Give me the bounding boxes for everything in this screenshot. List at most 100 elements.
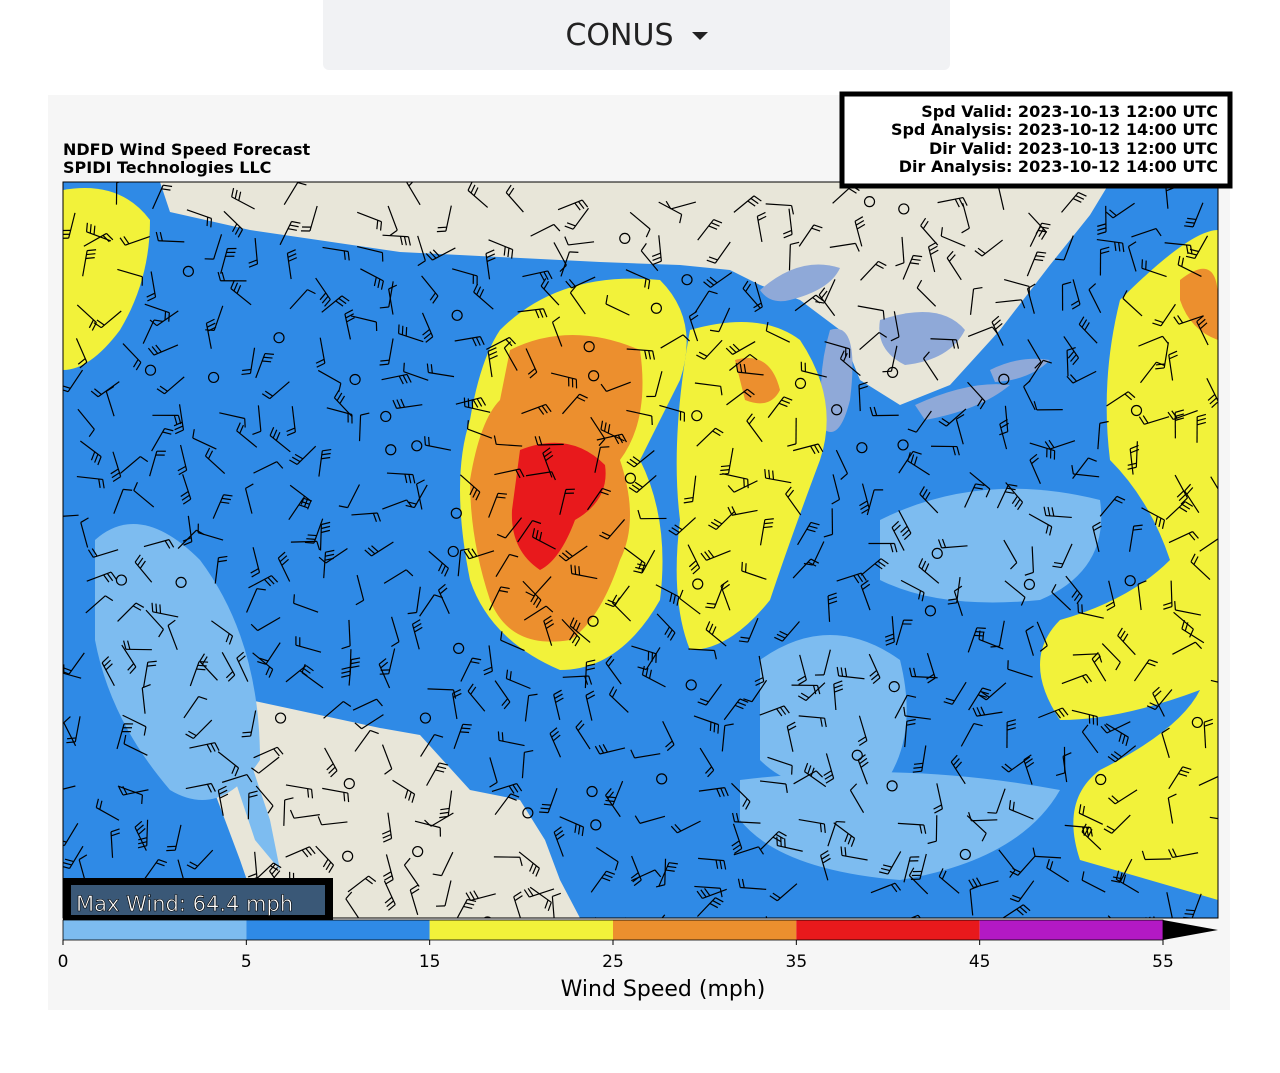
barb-feather (379, 306, 389, 309)
barb-feather (407, 236, 411, 246)
barb-feather (485, 249, 495, 255)
barb-staff (1101, 643, 1121, 663)
barb-feather (585, 667, 596, 671)
calm-marker (483, 916, 492, 918)
barb-feather (671, 527, 680, 533)
barb-feather (884, 633, 894, 638)
barb-feather (294, 453, 304, 460)
barb-staff (532, 536, 556, 550)
barb-staff (445, 205, 452, 232)
barb-staff (587, 488, 603, 511)
barb-staff (456, 899, 468, 918)
barb-staff (265, 642, 281, 665)
barb-staff (967, 381, 986, 402)
barb-feather (929, 245, 938, 252)
barb-staff (727, 447, 734, 474)
barb-feather (1097, 227, 1107, 231)
barb-feather (924, 563, 930, 572)
barb-feather (727, 485, 735, 493)
barb-feather (941, 870, 947, 880)
barb-feather (241, 372, 251, 376)
barb-feather (1082, 805, 1085, 815)
barb-feather (512, 784, 519, 793)
map-title: NDFD Wind Speed Forecast (63, 140, 311, 159)
barb-feather (840, 846, 843, 856)
barb-feather (787, 489, 795, 498)
barb-feather (1078, 316, 1085, 325)
calm-marker (583, 341, 595, 353)
barb-feather (371, 545, 379, 553)
barb-staff (995, 788, 1006, 814)
barb-feather (605, 294, 609, 305)
barb-staff (609, 694, 629, 713)
barb-staff (1173, 611, 1194, 630)
barb-feather (860, 579, 869, 587)
barb-feather (514, 895, 523, 902)
barb-feather (500, 631, 503, 641)
barb-staff (444, 880, 452, 906)
barb-feather (291, 456, 301, 463)
barb-staff (77, 408, 95, 430)
barb-staff (513, 896, 522, 918)
barb-feather (252, 430, 262, 436)
barb-staff (498, 739, 525, 747)
barb-staff (898, 451, 914, 474)
valid-line: Dir Analysis: 2023-10-12 14:00 UTC (899, 157, 1218, 176)
barb-feather (778, 402, 788, 408)
barb-staff (1167, 797, 1174, 824)
barb-feather (333, 389, 340, 399)
barb-feather (747, 200, 756, 207)
barb-staff (167, 625, 178, 651)
barb-staff (491, 782, 517, 793)
barb-feather (635, 566, 645, 571)
barb-feather (1084, 322, 1090, 331)
barb-staff (1196, 321, 1209, 346)
barb-feather (913, 456, 918, 466)
barb-staff (688, 316, 699, 342)
calm-marker (886, 366, 899, 379)
barb-feather (783, 229, 792, 235)
region-dropdown[interactable]: CONUS (323, 0, 950, 70)
barb-staff (969, 889, 974, 916)
barb-staff (186, 209, 212, 219)
barb-staff (285, 846, 310, 858)
barb-staff (1023, 386, 1036, 411)
barb-feather (435, 769, 445, 773)
barb-feather (913, 762, 924, 765)
barb-feather (1070, 300, 1080, 306)
barb-feather (952, 446, 956, 456)
barb-staff (636, 475, 657, 493)
barb-feather (732, 844, 741, 851)
barb-feather (827, 592, 837, 597)
barb-staff (1140, 361, 1157, 384)
barb-feather (746, 413, 753, 422)
barb-feather (857, 573, 864, 583)
barb-feather (408, 182, 414, 187)
barb-staff (1073, 473, 1100, 478)
barb-feather (1149, 659, 1158, 664)
barb-feather (908, 867, 915, 876)
barb-feather (551, 730, 559, 738)
barb-feather (854, 216, 864, 222)
barb-feather (906, 722, 916, 726)
barb-feather (158, 629, 164, 638)
barb-feather (300, 495, 306, 505)
barb-feather (948, 254, 956, 262)
barb-staff (710, 271, 733, 288)
barb-feather (513, 891, 522, 898)
barb-feather (815, 770, 823, 778)
barb-staff (178, 404, 185, 431)
barb-feather (945, 697, 955, 702)
barb-feather (890, 884, 898, 893)
barb-feather (384, 896, 393, 904)
barb-feather (923, 351, 930, 359)
barb-staff (457, 550, 462, 577)
barb-feather (430, 364, 433, 374)
barb-staff (569, 292, 586, 315)
barb-feather (110, 468, 119, 475)
barb-feather (975, 483, 985, 486)
barb-feather (924, 491, 931, 501)
barb-feather (803, 562, 813, 566)
barb-feather (1044, 441, 1051, 450)
barb-feather (764, 518, 774, 521)
